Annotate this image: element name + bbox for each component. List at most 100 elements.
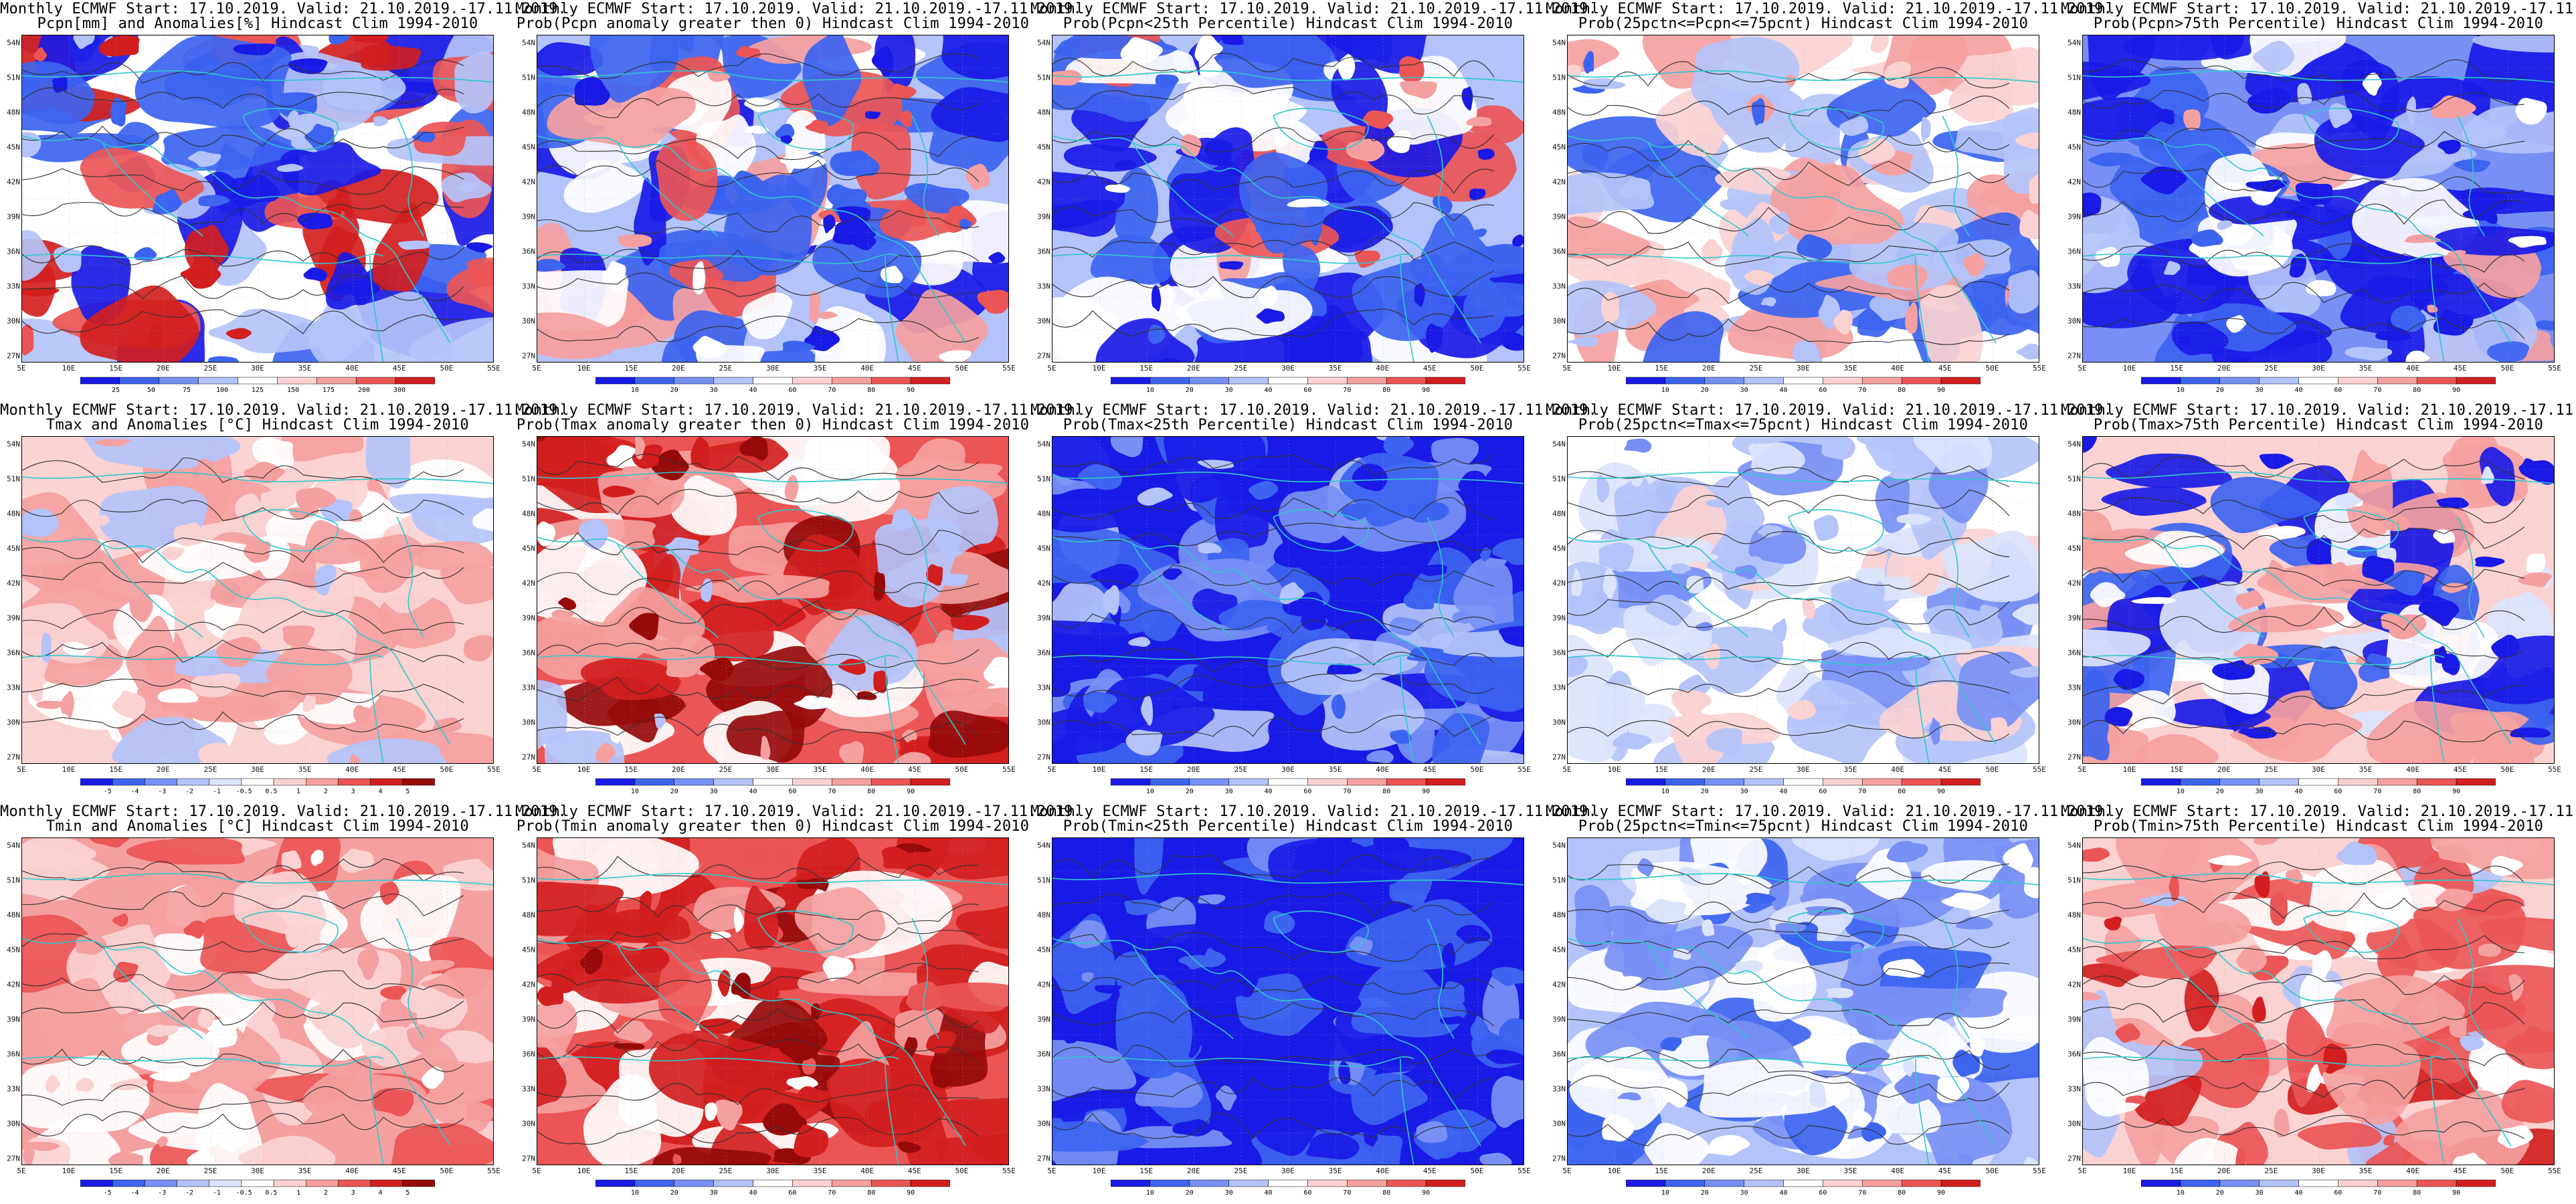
colorbar-swatch <box>1862 377 1902 385</box>
anomaly-shading <box>1164 437 1266 503</box>
colorbar-swatch <box>1347 778 1387 786</box>
anomaly-shading <box>454 51 493 114</box>
anomaly-shading <box>1606 562 1715 605</box>
panel-subtitle: Pcpn[mm] and Anomalies[%] Hindcast Clim … <box>37 15 478 32</box>
longitude-label: 30E <box>2312 765 2325 774</box>
anomaly-shading <box>2024 867 2039 899</box>
anomaly-shading <box>347 534 431 566</box>
anomaly-shading <box>1921 116 1931 142</box>
latitude-label: 48N <box>1037 509 1050 518</box>
colorbar-swatch <box>674 778 714 786</box>
latitude-label: 54N <box>1037 439 1050 449</box>
anomaly-shading <box>2095 247 2120 268</box>
anomaly-shading <box>1745 892 1778 905</box>
anomaly-shading <box>794 695 837 710</box>
anomaly-shading <box>810 1003 823 1020</box>
anomaly-shading <box>2524 1026 2543 1040</box>
coastline <box>242 910 339 953</box>
anomaly-shading <box>2479 447 2516 506</box>
colorbar: 10 20 30 40 60 70 80 90 <box>2141 777 2496 801</box>
anomaly-shading <box>233 43 276 56</box>
anomaly-shading <box>409 317 493 362</box>
contour-line <box>2083 567 2525 587</box>
colorbar-swatch <box>2219 778 2260 786</box>
coastline <box>2163 543 2264 638</box>
contour-line <box>22 274 464 302</box>
anomaly-shading <box>1941 892 1993 910</box>
latitude-label: 54N <box>1552 439 1566 449</box>
latitude-labels: 54N 51N 48N 45N 42N 39N 36N 33N 30N 27N <box>3 35 20 363</box>
anomaly-shading <box>699 1018 744 1034</box>
contour-line <box>1052 646 1495 673</box>
longitude-label: 35E <box>1328 1167 1342 1175</box>
longitude-label: 30E <box>251 1167 264 1175</box>
latitude-label: 45N <box>1037 544 1050 553</box>
longitude-label: 5E <box>532 765 541 774</box>
anomaly-shading <box>2377 934 2420 989</box>
anomaly-shading <box>1258 286 1279 306</box>
anomaly-shading <box>2437 139 2462 155</box>
anomaly-shading <box>2518 458 2538 476</box>
forecast-panel-12: Monthly ECMWF Start: 17.10.2019. Valid: … <box>515 803 1082 1204</box>
forecast-map <box>2082 837 2555 1165</box>
colorbar-ticks: 10 20 30 40 60 70 80 90 <box>1626 1189 1981 1199</box>
contour-line <box>1052 609 1495 634</box>
colorbar-swatches <box>80 377 435 385</box>
anomaly-shading <box>2131 597 2177 604</box>
anomaly-shading <box>1706 498 1732 508</box>
forecast-map <box>1052 837 1524 1165</box>
anomaly-shading <box>113 961 139 983</box>
latitude-label: 39N <box>7 1015 20 1024</box>
anomaly-shading <box>411 131 436 142</box>
forecast-map <box>537 436 1009 764</box>
latitude-label: 45N <box>7 544 20 553</box>
colorbar-tick-label: 90 <box>1422 387 1431 394</box>
anomaly-shading <box>310 849 325 866</box>
colorbar-swatch <box>1189 377 1229 385</box>
anomaly-shading <box>805 120 828 134</box>
longitude-label: 55E <box>1002 1167 1016 1175</box>
coastline <box>537 70 1008 83</box>
latitude-label: 39N <box>2067 613 2081 623</box>
latitude-label: 48N <box>1552 108 1566 117</box>
latitude-label: 30N <box>1552 1119 1566 1128</box>
anomaly-shading <box>2106 454 2233 488</box>
contour-line <box>2083 526 2525 550</box>
latitude-label: 45N <box>522 544 535 553</box>
forecast-panel-13: Monthly ECMWF Start: 17.10.2019. Valid: … <box>1030 803 1597 1204</box>
contour-line <box>1052 932 1495 962</box>
contour-line <box>22 609 464 634</box>
latitude-label: 27N <box>1552 351 1566 361</box>
contour-line <box>537 530 980 555</box>
anomaly-shading <box>1797 234 1833 260</box>
latitude-label: 51N <box>2067 73 2081 82</box>
longitude-label: 30E <box>2312 364 2325 373</box>
colorbar-swatch <box>306 778 339 786</box>
anomaly-shading <box>1969 1036 1986 1057</box>
anomaly-shading <box>1301 608 1327 631</box>
anomaly-shading <box>857 667 902 675</box>
longitude-label: 20E <box>671 364 685 373</box>
longitude-labels: 5E 10E 15E 20E 25E 30E 35E 40E 45E 50E 55E <box>1047 765 1531 775</box>
anomaly-shading <box>1871 1082 1942 1134</box>
anomaly-shading <box>278 92 318 118</box>
anomaly-shading <box>2235 590 2265 610</box>
latitude-labels: 54N 51N 48N 45N 42N 39N 36N 33N 30N 27N <box>3 436 20 764</box>
coastline <box>1568 873 2039 886</box>
longitude-label: 55E <box>2548 765 2561 774</box>
longitude-label: 40E <box>345 1167 359 1175</box>
anomaly-shading <box>1568 203 1590 215</box>
latitude-labels: 54N 51N 48N 45N 42N 39N 36N 33N 30N 27N <box>518 837 535 1165</box>
longitude-label: 15E <box>109 1167 123 1175</box>
contour-line <box>1052 53 1495 78</box>
contour-line <box>22 858 464 883</box>
anomaly-shading <box>1760 297 1777 307</box>
longitude-label: 50E <box>440 765 454 774</box>
colorbar-swatch <box>1665 1179 1706 1187</box>
anomaly-shading <box>2362 72 2383 96</box>
contour-line <box>2083 1039 2525 1066</box>
anomaly-shading <box>930 1009 988 1087</box>
colorbar-tick-label: 30 <box>2255 788 2264 795</box>
coastline <box>22 655 384 666</box>
colorbar-swatch <box>1307 377 1348 385</box>
